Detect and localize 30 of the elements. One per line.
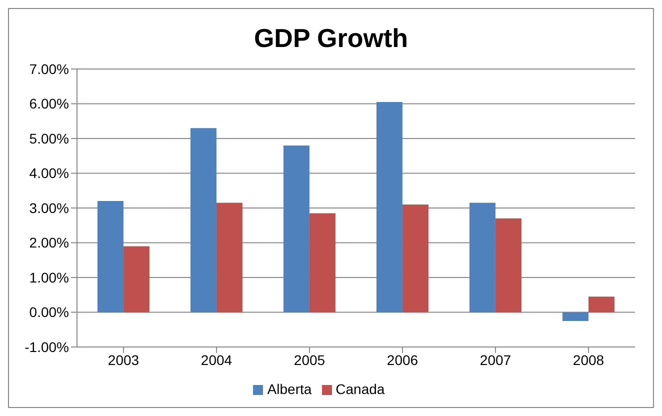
y-tick-label: -1.00% (24, 338, 69, 355)
bar (216, 202, 242, 312)
y-tick-label: 0.00% (29, 304, 69, 320)
bar (376, 102, 402, 312)
y-tick-label: 6.00% (29, 96, 69, 112)
x-tick-label: 2006 (386, 352, 418, 368)
y-tick-label: 3.00% (29, 200, 69, 216)
bar (402, 204, 428, 312)
chart-title: GDP Growth (252, 23, 410, 55)
y-tick-label: 5.00% (29, 130, 69, 146)
bar (190, 128, 216, 312)
bar (562, 312, 588, 321)
legend-label: Canada (336, 381, 385, 397)
bar (123, 246, 150, 312)
bar (588, 296, 614, 312)
y-tick-label: 7.00% (29, 60, 69, 77)
y-tick-label: 2.00% (29, 234, 69, 251)
x-tick-label: 2008 (572, 352, 604, 368)
bar (309, 213, 336, 312)
bar (469, 202, 496, 312)
bar (495, 218, 522, 312)
x-tick-label: 2004 (200, 352, 232, 368)
bar (97, 201, 124, 312)
y-tick-label: 4.00% (29, 165, 69, 182)
x-tick-label: 2007 (480, 352, 512, 368)
x-tick-label: 2003 (108, 352, 140, 368)
y-tick-label: 1.00% (29, 269, 69, 286)
bar (283, 145, 310, 312)
x-tick-label: 2005 (294, 352, 326, 368)
legend-label: Alberta (267, 381, 312, 397)
